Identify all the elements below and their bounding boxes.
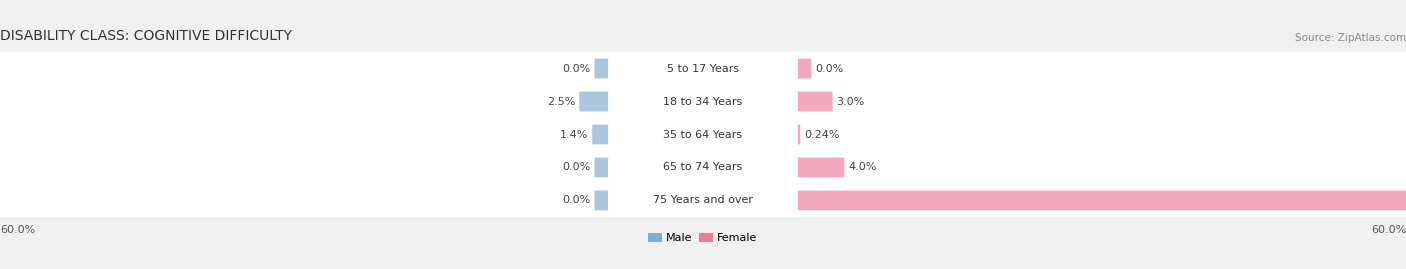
Text: DISABILITY CLASS: COGNITIVE DIFFICULTY: DISABILITY CLASS: COGNITIVE DIFFICULTY: [0, 29, 292, 43]
FancyBboxPatch shape: [595, 158, 610, 177]
FancyBboxPatch shape: [0, 52, 1406, 85]
FancyBboxPatch shape: [796, 92, 832, 111]
Text: 18 to 34 Years: 18 to 34 Years: [664, 97, 742, 107]
Text: 60.0%: 60.0%: [1371, 225, 1406, 235]
FancyBboxPatch shape: [609, 189, 799, 212]
FancyBboxPatch shape: [595, 190, 610, 210]
FancyBboxPatch shape: [796, 59, 811, 79]
FancyBboxPatch shape: [579, 92, 610, 111]
Text: Source: ZipAtlas.com: Source: ZipAtlas.com: [1295, 33, 1406, 43]
FancyBboxPatch shape: [796, 125, 800, 144]
Text: 0.0%: 0.0%: [562, 162, 591, 172]
Text: 60.0%: 60.0%: [0, 225, 35, 235]
Text: 0.0%: 0.0%: [562, 63, 591, 73]
Text: 1.4%: 1.4%: [560, 129, 588, 140]
Text: 4.0%: 4.0%: [848, 162, 877, 172]
FancyBboxPatch shape: [609, 57, 799, 80]
FancyBboxPatch shape: [796, 158, 844, 177]
Text: 5 to 17 Years: 5 to 17 Years: [666, 63, 740, 73]
FancyBboxPatch shape: [0, 118, 1406, 151]
Legend: Male, Female: Male, Female: [644, 228, 762, 247]
FancyBboxPatch shape: [592, 125, 610, 144]
FancyBboxPatch shape: [609, 123, 799, 146]
FancyBboxPatch shape: [0, 184, 1406, 217]
Text: 2.5%: 2.5%: [547, 97, 575, 107]
Text: 65 to 74 Years: 65 to 74 Years: [664, 162, 742, 172]
Text: 3.0%: 3.0%: [837, 97, 865, 107]
Text: 0.0%: 0.0%: [562, 196, 591, 206]
FancyBboxPatch shape: [0, 151, 1406, 184]
Text: 0.0%: 0.0%: [815, 63, 844, 73]
FancyBboxPatch shape: [595, 59, 610, 79]
FancyBboxPatch shape: [609, 156, 799, 179]
Text: 75 Years and over: 75 Years and over: [652, 196, 754, 206]
Text: 35 to 64 Years: 35 to 64 Years: [664, 129, 742, 140]
FancyBboxPatch shape: [0, 85, 1406, 118]
FancyBboxPatch shape: [609, 90, 799, 113]
FancyBboxPatch shape: [796, 190, 1406, 210]
Text: 0.24%: 0.24%: [804, 129, 839, 140]
